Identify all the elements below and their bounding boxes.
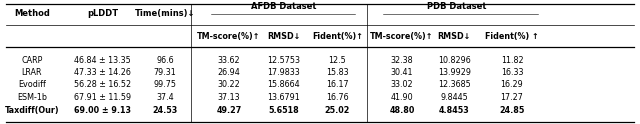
Text: 5.6518: 5.6518 [268,107,299,115]
Text: 33.02: 33.02 [390,80,413,89]
Text: TM-score(%)↑: TM-score(%)↑ [197,32,261,41]
Text: 15.8664: 15.8664 [268,80,300,89]
Text: RMSD↓: RMSD↓ [438,32,471,41]
Text: CARP: CARP [21,56,43,65]
Text: 4.8453: 4.8453 [439,107,470,115]
Text: 16.76: 16.76 [326,93,349,102]
Text: 37.4: 37.4 [156,93,174,102]
Text: Method: Method [14,9,50,17]
Text: 9.8445: 9.8445 [440,93,468,102]
Text: 41.90: 41.90 [390,93,413,102]
Text: 13.6791: 13.6791 [267,93,300,102]
Text: 56.28 ± 16.52: 56.28 ± 16.52 [74,80,131,89]
Text: Fident(%) ↑: Fident(%) ↑ [485,32,539,41]
Text: 79.31: 79.31 [154,68,177,77]
Text: 33.62: 33.62 [218,56,241,65]
Text: 49.27: 49.27 [216,107,242,115]
Text: Fident(%)↑: Fident(%)↑ [312,32,363,41]
Text: 69.00 ± 9.13: 69.00 ± 9.13 [74,107,131,115]
Text: 12.3685: 12.3685 [438,80,471,89]
Text: 25.02: 25.02 [324,107,350,115]
Text: 30.22: 30.22 [218,80,241,89]
Text: 17.9833: 17.9833 [267,68,300,77]
Text: Time(mins)↓: Time(mins)↓ [135,9,195,17]
Text: 32.38: 32.38 [390,56,413,65]
Text: 26.94: 26.94 [218,68,241,77]
Text: RMSD↓: RMSD↓ [267,32,300,41]
Text: LRAR: LRAR [22,68,42,77]
Text: pLDDT: pLDDT [87,9,118,17]
Text: 16.29: 16.29 [500,80,524,89]
Text: 15.83: 15.83 [326,68,349,77]
Text: 16.17: 16.17 [326,80,349,89]
Text: 24.53: 24.53 [152,107,178,115]
Text: 12.5753: 12.5753 [267,56,300,65]
Text: 11.82: 11.82 [500,56,524,65]
Text: 67.91 ± 11.59: 67.91 ± 11.59 [74,93,131,102]
Text: 16.33: 16.33 [500,68,524,77]
Text: PDB Dataset: PDB Dataset [428,2,486,11]
Text: 17.27: 17.27 [500,93,524,102]
Text: 47.33 ± 14.26: 47.33 ± 14.26 [74,68,131,77]
Text: 10.8296: 10.8296 [438,56,471,65]
Text: Taxdiff(Our): Taxdiff(Our) [4,107,60,115]
Text: 13.9929: 13.9929 [438,68,471,77]
Text: ESM-1b: ESM-1b [17,93,47,102]
Text: 24.85: 24.85 [499,107,525,115]
Text: 30.41: 30.41 [390,68,413,77]
Text: 48.80: 48.80 [389,107,415,115]
Text: AFDB Dataset: AFDB Dataset [251,2,316,11]
Text: 12.5: 12.5 [328,56,346,65]
Text: 96.6: 96.6 [156,56,174,65]
Text: 46.84 ± 13.35: 46.84 ± 13.35 [74,56,131,65]
Text: 37.13: 37.13 [218,93,241,102]
Text: Evodiff: Evodiff [18,80,46,89]
Text: TM-score(%)↑: TM-score(%)↑ [370,32,434,41]
Text: 99.75: 99.75 [154,80,177,89]
